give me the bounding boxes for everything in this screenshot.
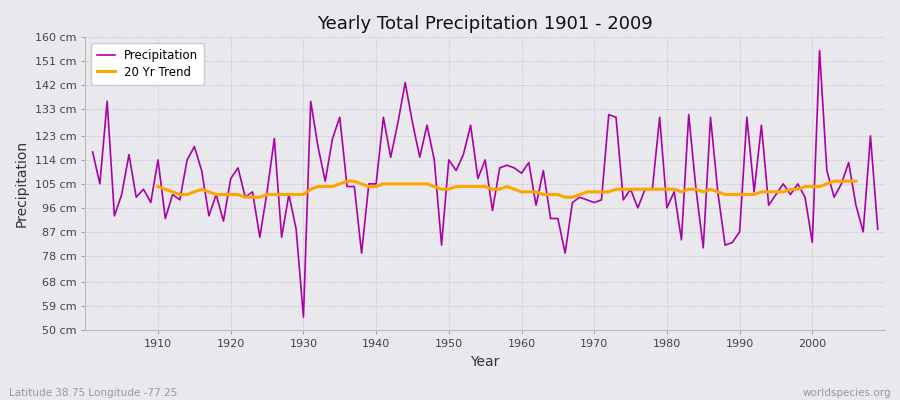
20 Yr Trend xyxy=(567,195,578,200)
Precipitation xyxy=(524,160,535,165)
Precipitation xyxy=(610,115,621,120)
20 Yr Trend xyxy=(516,190,526,194)
Precipitation xyxy=(146,200,157,205)
Precipitation xyxy=(872,227,883,232)
20 Yr Trend xyxy=(349,179,360,184)
Precipitation xyxy=(814,48,825,53)
Precipitation xyxy=(298,315,309,320)
Line: Precipitation: Precipitation xyxy=(93,51,878,317)
Text: worldspecies.org: worldspecies.org xyxy=(803,388,891,398)
20 Yr Trend xyxy=(705,187,716,192)
Precipitation xyxy=(87,150,98,154)
20 Yr Trend xyxy=(203,190,214,194)
Line: 20 Yr Trend: 20 Yr Trend xyxy=(158,181,856,197)
Text: Latitude 38.75 Longitude -77.25: Latitude 38.75 Longitude -77.25 xyxy=(9,388,177,398)
Precipitation xyxy=(312,144,323,149)
20 Yr Trend xyxy=(240,195,251,200)
Y-axis label: Precipitation: Precipitation xyxy=(15,140,29,228)
20 Yr Trend xyxy=(342,179,353,184)
Title: Yearly Total Precipitation 1901 - 2009: Yearly Total Precipitation 1901 - 2009 xyxy=(318,15,653,33)
20 Yr Trend xyxy=(153,184,164,189)
X-axis label: Year: Year xyxy=(471,355,500,369)
Legend: Precipitation, 20 Yr Trend: Precipitation, 20 Yr Trend xyxy=(91,43,204,84)
Precipitation xyxy=(356,251,367,256)
Precipitation xyxy=(516,171,526,176)
20 Yr Trend xyxy=(175,192,185,197)
20 Yr Trend xyxy=(850,179,861,184)
